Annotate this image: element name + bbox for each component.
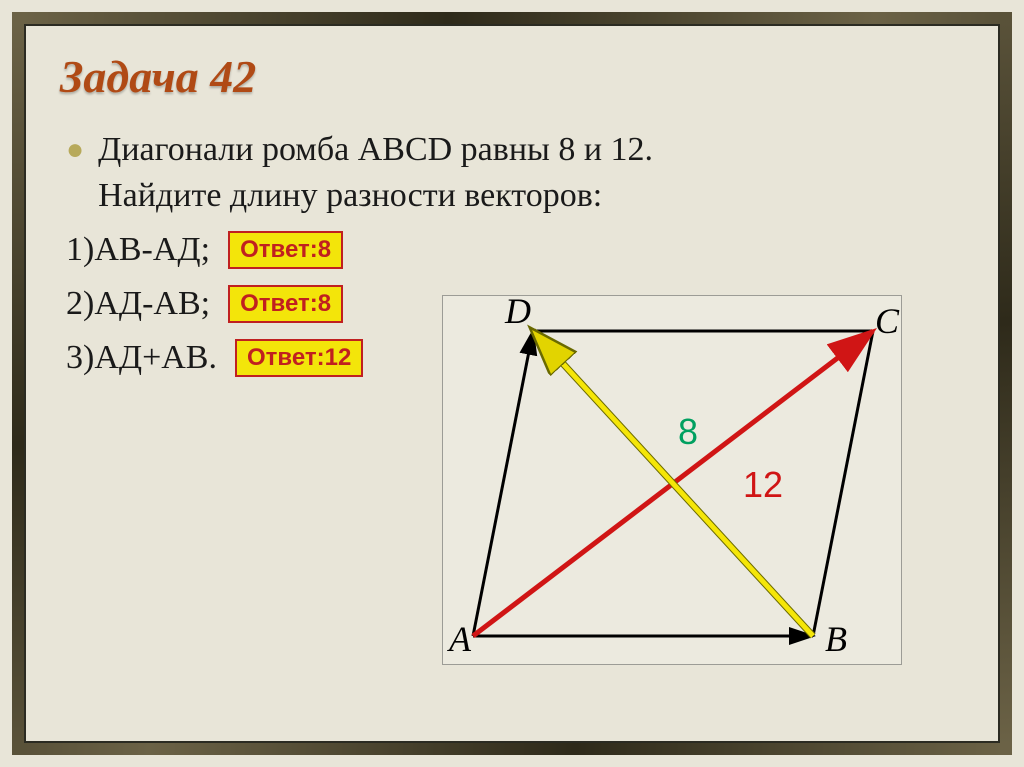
- diagonal-value-8: 8: [678, 411, 698, 453]
- statement-l1: Диагонали ромба АВСD равны 8 и 12.: [98, 131, 653, 168]
- diagram-svg: [443, 296, 903, 666]
- answer-badge: Ответ:12: [235, 339, 363, 377]
- edge-AD: [473, 331, 533, 636]
- vertex-label-D: D: [505, 290, 531, 332]
- rhombus-diagram: D C A B 8 12: [442, 295, 902, 665]
- bullet-icon: ●: [66, 127, 84, 172]
- item-expr: 3)АД+АВ.: [66, 335, 217, 381]
- problem-item: 1)АВ-АД; Ответ:8: [66, 227, 964, 273]
- answer-badge: Ответ:8: [228, 231, 343, 269]
- slide-title: Задача 42: [60, 50, 964, 103]
- edge-BC: [813, 331, 873, 636]
- slide: Задача 42 ● Диагонали ромба АВСD равны 8…: [0, 0, 1024, 767]
- statement-text: Диагонали ромба АВСD равны 8 и 12. Найди…: [98, 127, 653, 219]
- item-expr: 2)АД-АВ;: [66, 281, 210, 327]
- answer-badge: Ответ:8: [228, 285, 343, 323]
- statement-line: ● Диагонали ромба АВСD равны 8 и 12. Най…: [66, 127, 964, 219]
- statement-l2: Найдите длину разности векторов:: [98, 177, 602, 214]
- vertex-label-A: A: [449, 618, 471, 660]
- item-expr: 1)АВ-АД;: [66, 227, 210, 273]
- diagonal-value-12: 12: [743, 464, 783, 506]
- vertex-label-C: C: [875, 300, 899, 342]
- vertex-label-B: B: [825, 618, 847, 660]
